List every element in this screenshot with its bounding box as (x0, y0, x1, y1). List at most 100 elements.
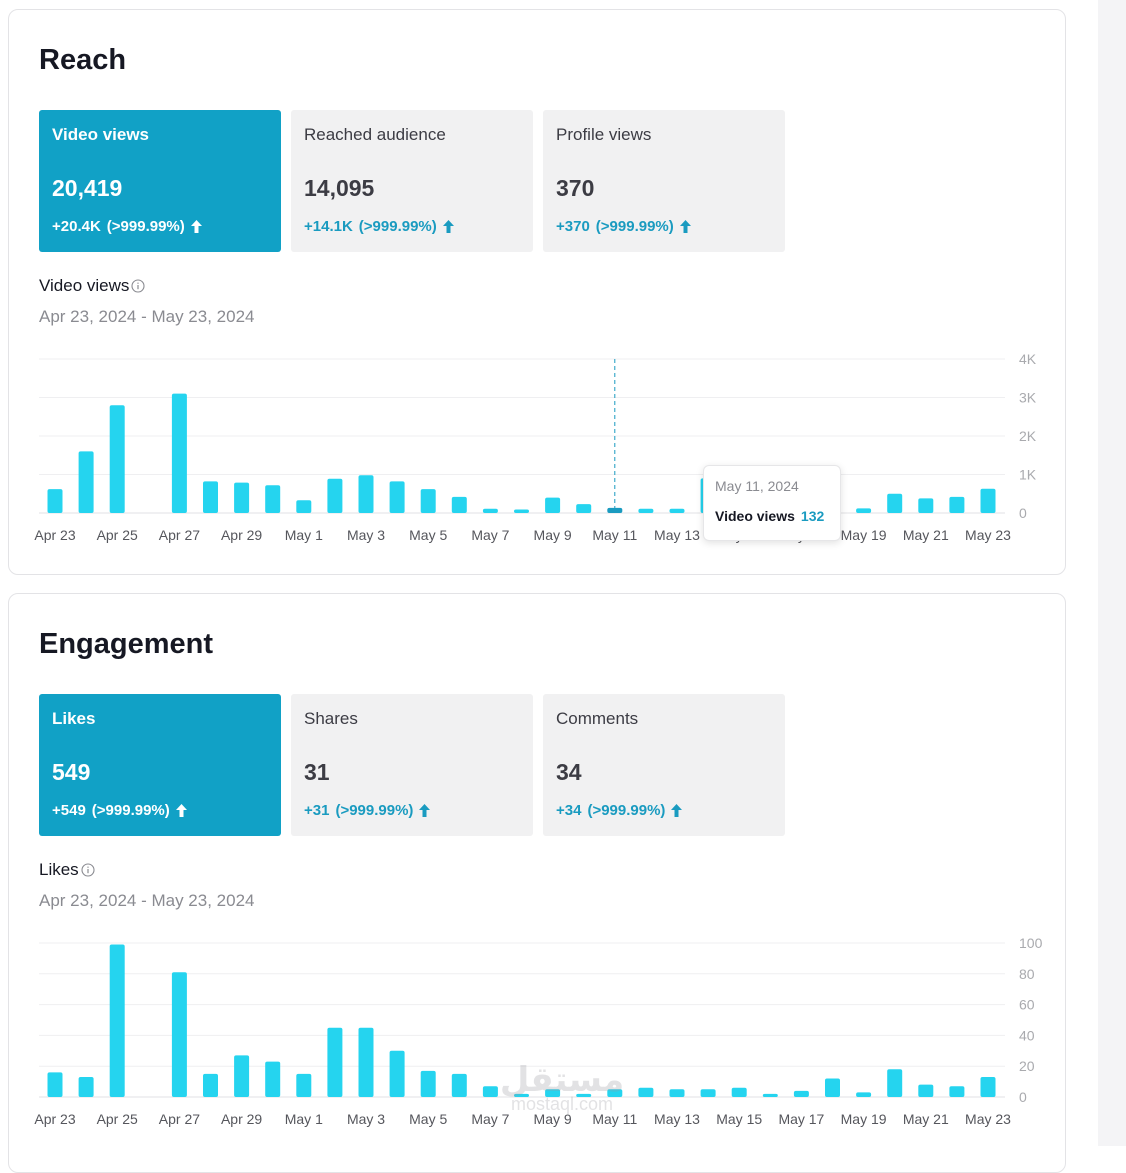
bar-apr-23[interactable] (47, 1072, 63, 1097)
bar-may-23[interactable] (980, 1076, 996, 1097)
bar-may-20[interactable] (887, 493, 903, 513)
tile-change: +34 (>999.99%) (556, 802, 683, 819)
tile-label: Video views (52, 125, 150, 144)
info-icon[interactable] (131, 279, 145, 293)
bar-apr-29[interactable] (234, 1055, 250, 1097)
bar-may-17[interactable] (793, 1090, 809, 1097)
bar-may-19[interactable] (856, 508, 872, 513)
bar-may-13[interactable] (669, 508, 685, 513)
bar-apr-25[interactable] (109, 944, 125, 1097)
bar-apr-30[interactable] (265, 1061, 281, 1097)
tile-label: Shares (304, 709, 358, 728)
bar-may-8[interactable] (514, 509, 529, 513)
bar-may-1[interactable] (296, 500, 312, 513)
bar-may-13[interactable] (669, 1089, 685, 1097)
bar-may-12[interactable] (638, 1087, 654, 1097)
watermark-logo: مستقل mostaql.com (492, 1060, 632, 1130)
bar-may-2[interactable] (327, 1027, 343, 1097)
tile-change: +20.4K (>999.99%) (52, 218, 202, 235)
tile-shares[interactable]: Shares 31 +31 (>999.99%) (291, 694, 533, 836)
bar-may-20[interactable] (887, 1069, 903, 1097)
bar-may-3[interactable] (358, 1027, 374, 1097)
bar-may-9[interactable] (545, 497, 561, 513)
bar-may-8[interactable] (514, 1093, 529, 1097)
bar-may-11[interactable] (607, 1089, 623, 1097)
tooltip-date: May 11, 2024 (715, 478, 799, 494)
bar-may-19[interactable] (856, 1092, 872, 1097)
bar-apr-25[interactable] (109, 405, 125, 513)
tile-value: 14,095 (304, 175, 375, 201)
reach-metric-heading: Video views (39, 276, 145, 296)
x-tick-label: May 19 (841, 527, 887, 543)
bar-apr-27[interactable] (171, 972, 187, 1097)
bar-may-7[interactable] (482, 1086, 498, 1097)
tile-video-views[interactable]: Video views 20,419 +20.4K (>999.99%) (39, 110, 281, 252)
bar-may-4[interactable] (389, 481, 405, 513)
bar-apr-27[interactable] (171, 393, 187, 513)
tooltip-label: Video views (715, 508, 795, 524)
x-tick-label: May 13 (654, 1111, 700, 1127)
bar-may-14[interactable] (700, 1089, 716, 1097)
tile-likes[interactable]: Likes 549 +549 (>999.99%) (39, 694, 281, 836)
change-amount: +20.4K (52, 218, 101, 235)
bar-apr-23[interactable] (47, 489, 63, 513)
watermark-arabic: مستقل (499, 1061, 625, 1099)
x-tick-label: May 7 (471, 1111, 509, 1127)
bar-may-3[interactable] (358, 475, 374, 513)
tooltip-row: Video views 132 (715, 508, 829, 524)
tile-reached-audience[interactable]: Reached audience 14,095 +14.1K (>999.99%… (291, 110, 533, 252)
page-scrollbar-track[interactable] (1098, 0, 1126, 1146)
bar-may-1[interactable] (296, 1073, 312, 1097)
bar-may-10[interactable] (576, 504, 592, 513)
x-tick-label: Apr 27 (159, 527, 200, 543)
bar-may-4[interactable] (389, 1050, 405, 1097)
bar-may-22[interactable] (949, 496, 965, 513)
arrow-up-icon (419, 804, 431, 817)
bar-may-6[interactable] (451, 496, 467, 513)
tile-profile-views[interactable]: Profile views 370 +370 (>999.99%) (543, 110, 785, 252)
bar-may-9[interactable] (545, 1089, 561, 1097)
tile-comments[interactable]: Comments 34 +34 (>999.99%) (543, 694, 785, 836)
x-tick-label: May 21 (903, 1111, 949, 1127)
x-tick-label: May 15 (716, 1111, 762, 1127)
change-amount: +549 (52, 802, 86, 819)
tile-label: Profile views (556, 125, 652, 144)
bar-apr-28[interactable] (203, 1073, 218, 1097)
bar-apr-29[interactable] (234, 482, 250, 513)
bar-may-21[interactable] (918, 498, 934, 513)
bar-may-6[interactable] (451, 1073, 467, 1097)
bar-may-23[interactable] (980, 488, 996, 513)
bar-may-2[interactable] (327, 478, 343, 513)
bar-apr-28[interactable] (203, 481, 218, 513)
bar-may-10[interactable] (576, 1093, 592, 1097)
bar-may-7[interactable] (482, 508, 498, 513)
x-tick-label: Apr 27 (159, 1111, 200, 1127)
x-tick-label: May 1 (285, 527, 323, 543)
arrow-up-icon (442, 220, 454, 233)
bar-apr-24[interactable] (78, 451, 94, 513)
bar-may-5[interactable] (420, 1070, 436, 1097)
x-tick-label: Apr 25 (97, 527, 138, 543)
bar-may-15[interactable] (731, 1087, 747, 1097)
x-tick-label: May 13 (654, 527, 700, 543)
arrow-up-icon (671, 804, 683, 817)
reach-metric-tiles: Video views 20,419 +20.4K (>999.99%) Rea… (39, 110, 785, 252)
likes-chart: 0 20 40 60 80 100 Apr 23 Apr 25 Apr 27 Apr 29 May … (34, 935, 1042, 1127)
bar-may-22[interactable] (949, 1086, 965, 1097)
bar-may-16[interactable] (762, 1093, 778, 1097)
bar-may-18[interactable] (825, 1078, 840, 1097)
bar-may-21[interactable] (918, 1084, 934, 1097)
bar-may-12[interactable] (638, 508, 654, 513)
bar-apr-30[interactable] (265, 485, 281, 513)
bar-may-5[interactable] (420, 489, 436, 513)
change-amount: +31 (304, 802, 330, 819)
x-tick-label: May 23 (965, 1111, 1011, 1127)
x-tick-label: Apr 29 (221, 1111, 262, 1127)
bar-may-11[interactable] (607, 507, 623, 513)
x-tick-label: Apr 29 (221, 527, 262, 543)
info-icon[interactable] (81, 863, 95, 877)
y-tick-label: 0 (1019, 1089, 1027, 1105)
x-tick-label: May 5 (409, 527, 447, 543)
bar-apr-24[interactable] (78, 1076, 94, 1097)
x-tick-label: May 17 (778, 1111, 824, 1127)
